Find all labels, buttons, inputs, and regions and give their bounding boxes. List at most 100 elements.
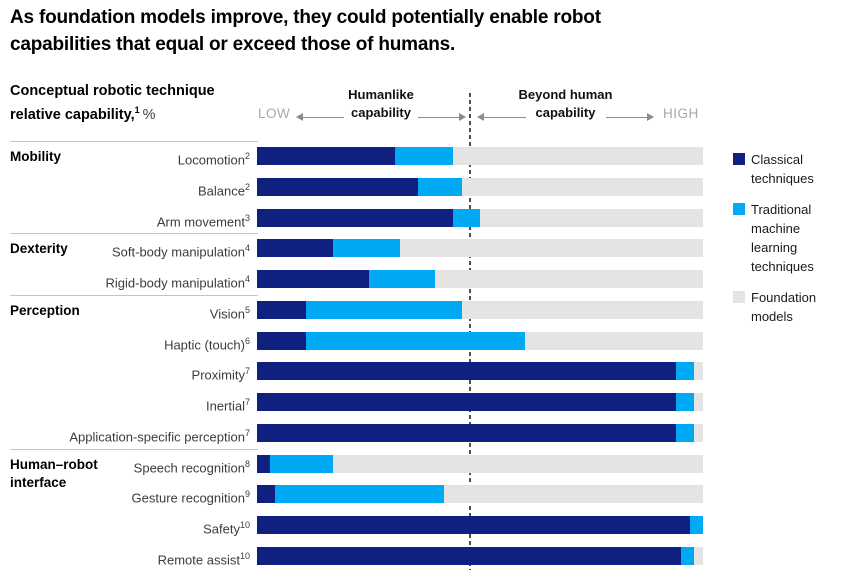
bar-speech-recognition <box>257 454 703 473</box>
bar-arm-movement <box>257 208 703 227</box>
bar-segment-classical <box>257 300 307 319</box>
bar-segment-traditional-ml <box>676 393 695 412</box>
row-label-text: Proximity <box>191 367 245 383</box>
row-label-inertial: Inertial7 <box>0 393 250 415</box>
group-divider <box>10 448 258 450</box>
bar-segment-foundation <box>694 547 703 565</box>
bar-segment-traditional-ml <box>676 362 695 381</box>
axis-left-label: Humanlike capability <box>296 86 466 122</box>
bar-segment-traditional-ml <box>395 147 454 165</box>
arrow-line <box>418 116 459 118</box>
row-label-gesture-recognition: Gesture recognition9 <box>0 485 250 507</box>
axis-left-label-line-1: Humanlike <box>348 87 414 102</box>
bar-segment-classical <box>257 547 681 565</box>
group-label-perception: Perception <box>10 302 80 318</box>
legend-item-classical: Classical techniques <box>733 150 845 188</box>
arrow-line <box>606 116 647 118</box>
bar-segment-foundation <box>399 239 703 258</box>
bar-segment-classical <box>257 331 307 350</box>
footnote-marker: 6 <box>244 335 250 346</box>
axis-high-label: HIGH <box>663 106 699 121</box>
bar-rigid-body-manipulation <box>257 270 703 289</box>
row-label-text: Application-specific perception <box>69 429 245 445</box>
chart-subtitle-line-1: Conceptual robotic technique <box>10 83 215 99</box>
row-label-text: Inertial <box>205 398 245 414</box>
footnote-marker: 7 <box>244 397 250 408</box>
row-label-proximity: Proximity7 <box>0 362 250 384</box>
legend-label-traditional-ml: Traditional machine learning techniques <box>751 202 814 274</box>
bar-segment-traditional-ml <box>274 485 445 504</box>
bar-segment-traditional-ml <box>368 270 436 289</box>
bar-locomotion <box>257 147 703 165</box>
arrow-left-icon <box>296 113 344 121</box>
row-label-text: Locomotion <box>177 152 245 168</box>
bar-segment-foundation <box>462 177 703 196</box>
axis-right-label-line-2: capability <box>535 105 596 120</box>
arrow-right-icon <box>418 113 466 121</box>
bar-segment-foundation <box>462 300 703 319</box>
row-label-remote-assist: Remote assist10 <box>0 547 250 569</box>
bar-segment-foundation <box>694 393 703 412</box>
bar-segment-traditional-ml <box>270 454 333 473</box>
bar-inertial <box>257 393 703 412</box>
bar-segment-traditional-ml <box>689 516 703 535</box>
bar-segment-classical <box>257 270 369 289</box>
axis-left-label-line-2: capability <box>351 105 411 120</box>
bar-soft-body-manipulation <box>257 239 703 258</box>
row-label-application-specific-perception: Application-specific perception7 <box>0 424 250 446</box>
bar-segment-foundation <box>694 362 703 381</box>
footnote-marker: 4 <box>244 243 250 254</box>
page-title-line-1: As foundation models improve, they could… <box>10 7 601 28</box>
row-label-locomotion: Locomotion2 <box>0 147 250 169</box>
row-label-text: Soft-body manipulation <box>112 244 245 260</box>
row-label-text: Remote assist <box>157 552 240 568</box>
bar-segment-classical <box>257 208 454 227</box>
bar-segment-traditional-ml <box>417 177 463 196</box>
human-capability-divider-line <box>469 93 471 570</box>
row-label-rigid-body-manipulation: Rigid-body manipulation4 <box>0 270 251 292</box>
group-divider <box>10 141 258 142</box>
bar-remote-assist <box>257 547 703 565</box>
bar-haptic-touch <box>257 331 703 350</box>
legend-label-foundation: Foundation models <box>751 290 817 324</box>
row-label-haptic-touch: Haptic (touch)6 <box>0 332 250 354</box>
row-label-vision: Vision5 <box>0 301 250 323</box>
legend: Classical techniques Traditional machine … <box>733 150 845 338</box>
bar-segment-classical <box>257 454 271 473</box>
row-label-arm-movement: Arm movement3 <box>0 209 250 231</box>
bar-segment-foundation <box>694 423 703 442</box>
chart-subtitle: Conceptual robotic technique relative ca… <box>10 82 215 125</box>
footnote-marker: 5 <box>244 304 250 315</box>
legend-swatch-classical <box>733 153 745 165</box>
page-title-line-2: capabilities that equal or exceed those … <box>10 34 456 55</box>
bar-segment-classical <box>257 177 418 196</box>
footnote-marker: 7 <box>244 427 250 438</box>
bar-segment-traditional-ml <box>676 423 695 442</box>
axis-right-label-line-1: Beyond human <box>518 87 613 102</box>
bar-segment-foundation <box>479 208 703 227</box>
group-label-mobility: Mobility <box>10 149 61 164</box>
bar-application-specific-perception <box>257 423 703 442</box>
bar-safety <box>257 516 703 535</box>
footnote-marker: 10 <box>239 551 250 561</box>
footnote-marker: 8 <box>244 458 250 469</box>
axis-low-label: LOW <box>258 106 291 121</box>
arrowhead-left-icon <box>296 113 303 121</box>
unit-label: % <box>142 106 156 123</box>
row-label-safety: Safety10 <box>0 516 250 538</box>
bar-vision <box>257 300 703 319</box>
legend-item-traditional-ml: Traditional machine learning techniques <box>733 200 845 276</box>
bar-segment-classical <box>257 147 396 165</box>
footnote-marker: 2 <box>244 181 250 192</box>
bar-segment-foundation <box>444 485 703 504</box>
row-label-balance: Balance2 <box>0 178 250 200</box>
footnote-marker: 4 <box>244 274 250 285</box>
row-label-soft-body-manipulation: Soft-body manipulation4 <box>0 239 250 261</box>
arrow-right-icon <box>606 113 654 121</box>
bar-segment-traditional-ml <box>680 547 695 565</box>
legend-item-foundation: Foundation models <box>733 288 845 326</box>
row-label-text: Balance <box>198 183 245 199</box>
row-label-text: Vision <box>209 306 245 322</box>
group-label-human-robot-interface: Human–robot interface <box>10 456 98 490</box>
